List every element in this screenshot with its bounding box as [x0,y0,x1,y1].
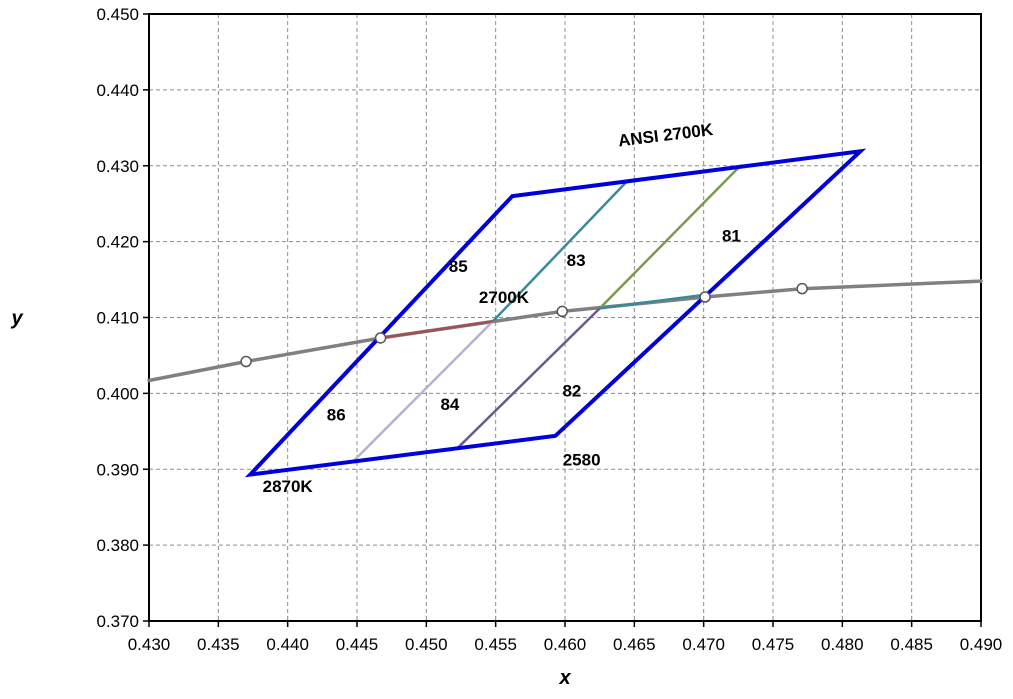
y-tick-label: 0.380 [96,536,139,555]
annotation-label: 85 [449,257,468,276]
subdivision-line [491,180,629,323]
annotation-label: 83 [567,251,586,270]
locus-point-marker [240,355,252,368]
ansi-quadrangle [244,148,867,478]
y-tick-label: 0.440 [96,81,139,100]
grid [149,14,981,621]
annotation-label: 81 [722,227,741,246]
y-tick-label: 0.370 [96,612,139,631]
annotation-label: 84 [440,395,459,414]
x-tick-label: 0.485 [890,635,933,654]
x-tick-label: 0.435 [197,635,240,654]
annotation-label: 82 [562,381,581,400]
x-tick-label: 0.455 [474,635,517,654]
x-tick-label: 0.430 [128,635,171,654]
subdivision-line [455,307,601,450]
x-tick-label: 0.440 [266,635,309,654]
annotation-label: 86 [327,406,346,425]
x-tick-label: 0.480 [821,635,864,654]
y-tick-label: 0.410 [96,309,139,328]
annotation-label: 2700K [479,288,530,307]
x-tick-label: 0.450 [405,635,448,654]
annotation-label: 2870K [263,477,314,496]
y-tick-label: 0.420 [96,233,139,252]
x-tick-label: 0.470 [682,635,725,654]
axis-ticks: 0.430 0.435 0.440 0.445 0.450 0.455 0.460 0.465… [96,5,1002,654]
y-tick-label: 0.390 [96,460,139,479]
x-tick-label: 0.490 [960,635,1003,654]
markers-layer [240,282,808,368]
y-tick-label: 0.430 [96,157,139,176]
y-axis-title: y [10,308,23,330]
locus-point-marker [374,332,387,344]
subdivision-line [598,164,742,310]
x-axis-title: x [558,667,571,689]
locus-point-marker [556,305,568,318]
x-tick-label: 0.445 [336,635,379,654]
subdivision-line [380,320,494,340]
x-tick-label: 0.475 [752,635,795,654]
locus-point-marker [796,282,808,295]
subdivision-line [351,320,494,463]
annotation-label: 2580 [563,450,601,469]
y-tick-label: 0.450 [96,5,139,24]
subdivision-line [599,293,706,310]
locus-point-marker [699,291,711,303]
y-tick-label: 0.400 [96,384,139,403]
x-tick-label: 0.465 [613,635,656,654]
x-tick-label: 0.460 [544,635,587,654]
